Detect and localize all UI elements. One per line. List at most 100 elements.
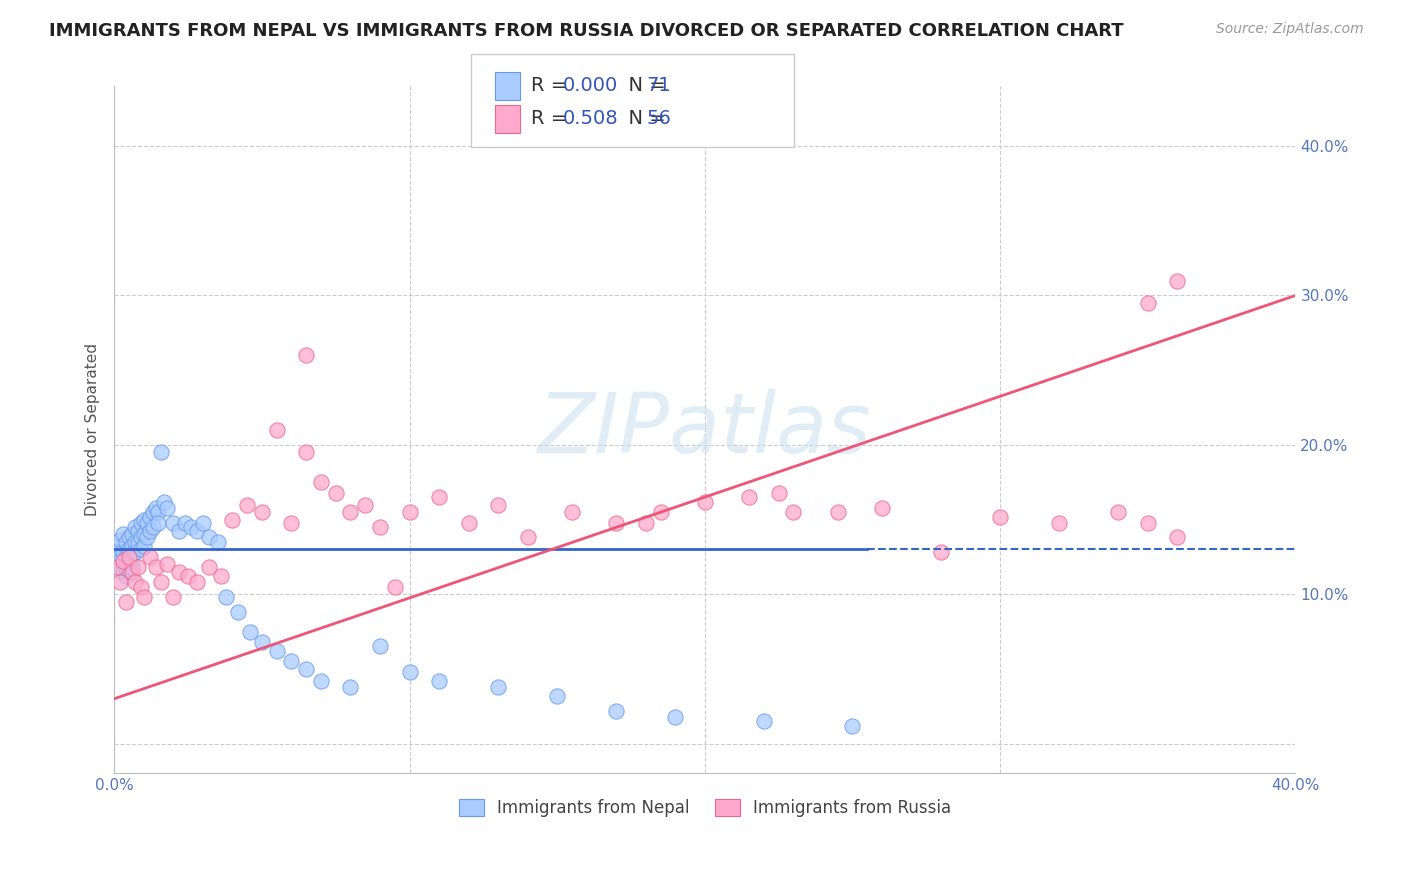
- Point: [121, 549, 143, 564]
- Point: [115, 569, 138, 583]
- Text: 0.508: 0.508: [562, 110, 619, 128]
- Point: [354, 498, 377, 512]
- Point: [162, 590, 184, 604]
- Point: [191, 516, 214, 530]
- Point: [162, 516, 184, 530]
- Point: [650, 505, 672, 519]
- Point: [207, 535, 229, 549]
- Point: [118, 554, 141, 568]
- Point: [127, 536, 149, 550]
- Point: [339, 505, 361, 519]
- Point: [105, 540, 128, 554]
- Point: [186, 524, 208, 539]
- Point: [115, 535, 138, 549]
- Point: [108, 560, 131, 574]
- Point: [121, 527, 143, 541]
- Point: [115, 595, 138, 609]
- Point: [266, 423, 288, 437]
- Text: IMMIGRANTS FROM NEPAL VS IMMIGRANTS FROM RUSSIA DIVORCED OR SEPARATED CORRELATIO: IMMIGRANTS FROM NEPAL VS IMMIGRANTS FROM…: [49, 22, 1123, 40]
- Point: [124, 575, 146, 590]
- Point: [174, 516, 197, 530]
- Point: [112, 565, 135, 579]
- Text: 0.000: 0.000: [562, 77, 617, 95]
- Point: [112, 554, 135, 568]
- Point: [427, 673, 450, 688]
- Point: [309, 673, 332, 688]
- Point: [132, 590, 155, 604]
- Point: [384, 580, 406, 594]
- Point: [929, 545, 952, 559]
- Point: [138, 509, 160, 524]
- Point: [605, 516, 627, 530]
- Point: [167, 524, 190, 539]
- Point: [153, 494, 176, 508]
- Point: [124, 520, 146, 534]
- Point: [664, 709, 686, 723]
- Point: [145, 500, 167, 515]
- Point: [118, 549, 141, 564]
- Text: ZIPatlas: ZIPatlas: [538, 390, 872, 470]
- Text: R =: R =: [531, 110, 574, 128]
- Point: [105, 551, 128, 566]
- Point: [129, 516, 152, 530]
- Point: [634, 516, 657, 530]
- Point: [280, 654, 302, 668]
- Point: [138, 524, 160, 539]
- Point: [209, 569, 232, 583]
- Point: [121, 560, 143, 574]
- Point: [108, 533, 131, 548]
- Point: [132, 512, 155, 526]
- Point: [115, 560, 138, 574]
- Point: [486, 680, 509, 694]
- Point: [142, 520, 165, 534]
- Point: [1166, 531, 1188, 545]
- Point: [115, 549, 138, 564]
- Point: [142, 505, 165, 519]
- Point: [398, 505, 420, 519]
- Point: [105, 545, 128, 559]
- Point: [250, 635, 273, 649]
- Point: [693, 494, 716, 508]
- Point: [108, 575, 131, 590]
- Point: [112, 558, 135, 572]
- Point: [124, 545, 146, 559]
- Point: [339, 680, 361, 694]
- Point: [870, 500, 893, 515]
- Point: [250, 505, 273, 519]
- Point: [457, 516, 479, 530]
- Point: [295, 662, 318, 676]
- Point: [215, 590, 238, 604]
- Point: [427, 490, 450, 504]
- Point: [280, 516, 302, 530]
- Point: [768, 485, 790, 500]
- Point: [752, 714, 775, 728]
- Point: [118, 542, 141, 557]
- Text: 71: 71: [647, 77, 672, 95]
- Point: [605, 704, 627, 718]
- Text: Source: ZipAtlas.com: Source: ZipAtlas.com: [1216, 22, 1364, 37]
- Point: [118, 531, 141, 545]
- Point: [325, 485, 347, 500]
- Point: [1136, 516, 1159, 530]
- Point: [150, 445, 173, 459]
- Point: [150, 575, 173, 590]
- Point: [186, 575, 208, 590]
- Point: [1136, 296, 1159, 310]
- Point: [129, 580, 152, 594]
- Point: [127, 524, 149, 539]
- Point: [738, 490, 761, 504]
- Text: 56: 56: [647, 110, 672, 128]
- Point: [309, 475, 332, 490]
- Point: [148, 516, 170, 530]
- Point: [782, 505, 804, 519]
- Point: [127, 560, 149, 574]
- Point: [226, 605, 249, 619]
- Point: [132, 540, 155, 554]
- Point: [197, 560, 219, 574]
- Y-axis label: Divorced or Separated: Divorced or Separated: [86, 343, 100, 516]
- Point: [546, 689, 568, 703]
- Point: [221, 512, 243, 526]
- Point: [239, 624, 262, 639]
- Point: [988, 509, 1011, 524]
- Point: [486, 498, 509, 512]
